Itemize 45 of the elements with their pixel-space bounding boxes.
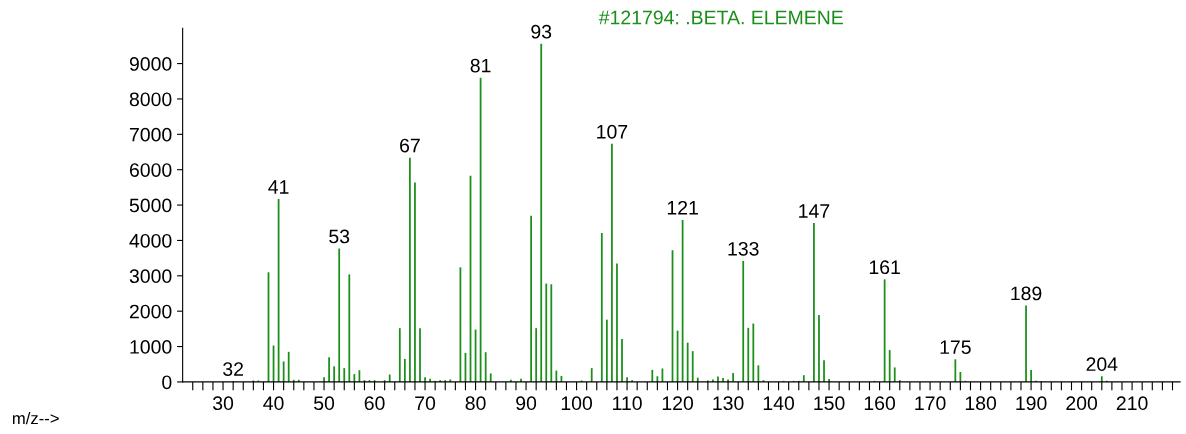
- annotation: 133: [728, 241, 759, 256]
- x-tick-label: 50: [314, 396, 335, 411]
- x-tick-label: 150: [814, 396, 845, 411]
- annotation: 67: [400, 138, 420, 153]
- annotation: 204: [1086, 357, 1118, 372]
- x-tick-label: 170: [915, 396, 946, 411]
- annotation: 41: [268, 180, 289, 194]
- annotation: 81: [470, 58, 491, 73]
- y-tick-label: 4000: [129, 233, 172, 248]
- y-tick-label: 0: [162, 375, 172, 390]
- y-tick-label: 2000: [129, 304, 172, 319]
- chart-title: #121794: .BETA. ELEMENE: [598, 10, 843, 25]
- annotation: 121: [667, 200, 698, 215]
- x-tick-label: 210: [1116, 396, 1148, 411]
- y-tick-label: 6000: [129, 163, 172, 177]
- x-tick-label: 40: [263, 396, 284, 411]
- annotation: 93: [531, 24, 552, 39]
- x-tick-label: 60: [364, 396, 385, 411]
- y-tick-label: 3000: [129, 269, 172, 284]
- y-tick-label: 8000: [129, 92, 172, 107]
- x-tick-label: 30: [212, 396, 234, 411]
- x-axis-title: m/z-->: [12, 411, 59, 425]
- annotation: 107: [597, 124, 628, 139]
- y-tick-label: 5000: [129, 198, 172, 213]
- annotation: 189: [1011, 286, 1042, 301]
- annotation: 32: [223, 362, 243, 376]
- x-tick-label: 180: [965, 396, 997, 411]
- annotation: 147: [799, 204, 830, 218]
- y-tick-label: 9000: [129, 57, 172, 71]
- y-tick-label: 1000: [130, 340, 172, 354]
- y-tick-label: 7000: [129, 127, 172, 142]
- x-tick-label: 110: [613, 396, 642, 411]
- x-tick-label: 140: [763, 396, 795, 411]
- x-tick-label: 70: [415, 396, 436, 411]
- x-tick-label: 100: [561, 396, 593, 411]
- x-tick-label: 130: [713, 396, 744, 411]
- x-tick-label: 80: [465, 396, 486, 411]
- x-tick-label: 190: [1016, 396, 1047, 411]
- annotation: 161: [869, 260, 900, 275]
- annotation: 175: [940, 340, 971, 355]
- x-tick-label: 200: [1066, 396, 1098, 411]
- x-tick-label: 90: [516, 396, 537, 411]
- x-tick-label: 120: [662, 396, 694, 411]
- annotation: 53: [329, 229, 350, 244]
- x-tick-label: 160: [864, 396, 896, 411]
